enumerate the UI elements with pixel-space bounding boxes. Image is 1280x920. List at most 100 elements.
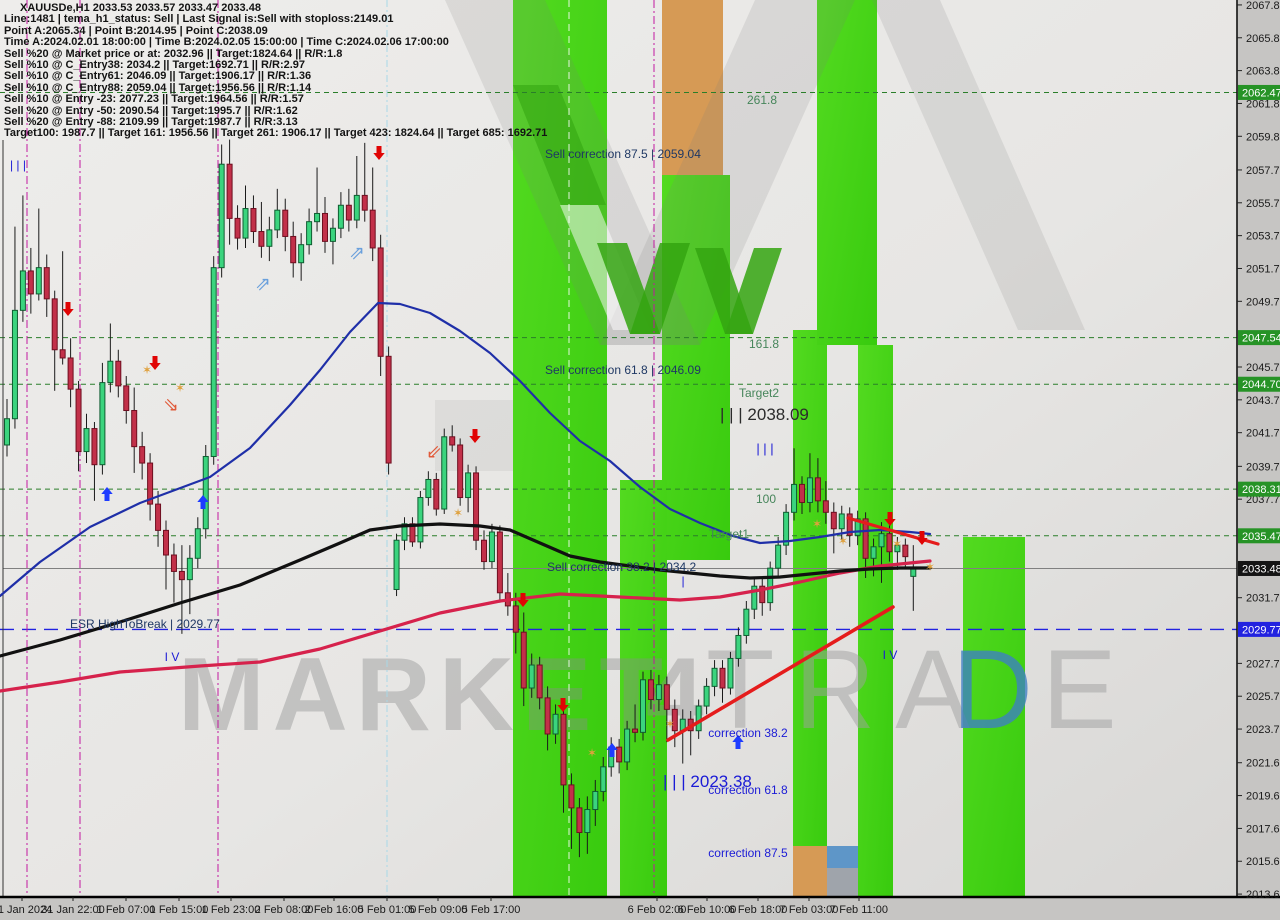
candle-bullish <box>703 685 710 707</box>
annotation-label: correction 87.5 <box>708 846 788 860</box>
star-marker-icon: ✶ <box>175 381 185 395</box>
candle-bearish <box>258 231 265 247</box>
annotation-label: 261.8 <box>747 93 777 107</box>
candle-bearish <box>520 631 527 689</box>
candle-bearish <box>322 212 328 242</box>
watermark-market: MARKET <box>178 637 671 753</box>
candle-bullish <box>298 244 305 264</box>
y-tick-label: 2063.80 <box>1246 66 1280 78</box>
candle-bearish <box>822 500 829 513</box>
annotation-label: Sell correction 87.5 | 2059.04 <box>545 147 701 161</box>
candle-bullish <box>107 360 114 384</box>
candle-bullish <box>783 511 790 546</box>
price-badge-label: 2062.47 <box>1242 87 1280 99</box>
candle-bearish <box>632 728 639 733</box>
price-badge <box>1238 481 1280 497</box>
sell-signal-arrow-icon <box>149 356 161 370</box>
x-tick-label: 6 Feb 10:00 <box>678 904 737 916</box>
candle-bearish <box>536 664 543 699</box>
annotation-label: I V <box>165 650 180 664</box>
annotation-label: Sell correction 61.8 | 2046.09 <box>545 363 701 377</box>
candle-bullish <box>83 428 90 453</box>
y-axis-panel <box>1237 0 1280 920</box>
price-badge <box>1238 330 1280 346</box>
zone-rect-orange <box>793 846 827 897</box>
candle-bullish <box>99 382 106 466</box>
x-tick-label: 1 Feb 15:00 <box>150 904 209 916</box>
x-tick-label: 31 Jan 22:00 <box>41 904 105 916</box>
candle-bearish <box>902 544 909 558</box>
y-tick-label: 2039.70 <box>1246 461 1280 473</box>
sell-signal-arrow-icon <box>884 512 896 526</box>
annotation-label: | | | 2023.38 <box>663 772 752 791</box>
candle-bearish <box>663 684 670 710</box>
annotation-label: | | | 2038.09 <box>720 405 809 424</box>
comment-line: Sell %10 @ C_Entry61: 2046.09 || Target:… <box>4 70 312 83</box>
x-tick-label: 1 Feb 23:00 <box>202 904 261 916</box>
ma-blue <box>0 301 932 598</box>
candle-bullish <box>767 567 774 604</box>
y-tick-label: 2017.65 <box>1246 823 1280 835</box>
star-marker-icon: ✶ <box>925 560 935 574</box>
ma-crimson <box>0 559 932 693</box>
price-badge <box>1238 376 1280 392</box>
x-tick-label: 1 Feb 07:00 <box>97 904 156 916</box>
candle-bearish <box>163 529 169 556</box>
candle-bearish <box>449 436 456 446</box>
y-tick-label: 2051.75 <box>1246 263 1280 275</box>
candle-bearish <box>830 511 837 530</box>
candle-bearish <box>91 428 98 466</box>
buy-signal-arrow-icon <box>732 735 744 749</box>
star-marker-icon: ✶ <box>587 746 597 760</box>
candle-bearish <box>544 697 551 735</box>
candle-bullish <box>417 497 424 543</box>
buy-signal-arrow-icon <box>606 743 618 757</box>
watermark-e: E <box>1042 627 1117 752</box>
candle-bullish <box>425 478 432 499</box>
candle-bullish <box>242 208 249 239</box>
sell-signal-arrow-icon <box>469 429 481 443</box>
candle-bullish <box>838 513 845 530</box>
star-marker-icon: ✶ <box>812 517 822 531</box>
x-axis-panel <box>0 897 1280 920</box>
x-tick-label: 6 Feb 18:00 <box>729 904 788 916</box>
candle-bearish <box>719 667 726 689</box>
hollow-arrow-se-icon: ⇘ <box>163 395 179 416</box>
y-tick-label: 2059.80 <box>1246 131 1280 143</box>
comment-line: XAUUSDe,H1 2033.53 2033.57 2033.47 2033.… <box>20 2 261 14</box>
candle-bullish <box>552 713 559 735</box>
watermark-logo-green <box>630 243 690 334</box>
candle-bullish <box>528 664 535 689</box>
annotation-label: correction 38.2 <box>708 726 788 740</box>
candle-bullish <box>743 608 750 636</box>
y-tick-label: 2013.65 <box>1246 889 1280 901</box>
candle-bullish <box>194 528 201 559</box>
comment-line: Sell %10 @ C_Entry88: 2059.04 || Target:… <box>4 81 312 94</box>
candle-bearish <box>282 209 289 237</box>
candle-bearish <box>560 713 567 786</box>
candle-bearish <box>385 355 392 464</box>
candle-bullish <box>624 728 631 763</box>
y-tick-label: 2015.65 <box>1246 856 1280 868</box>
candle-bearish <box>345 204 352 221</box>
candle-bullish <box>711 667 718 687</box>
watermark-logo-green <box>725 248 782 334</box>
star-marker-icon: ✶ <box>142 363 152 377</box>
candle-bearish <box>123 385 130 412</box>
candle-bearish <box>512 605 519 633</box>
candle-bullish <box>314 212 321 223</box>
comment-line: Sell %20 @ Market price or at: 2032.96 |… <box>4 47 343 60</box>
price-badge-label: 2033.48 <box>1242 563 1280 575</box>
candle-bullish <box>19 270 26 311</box>
y-tick-label: 2025.70 <box>1246 691 1280 703</box>
candle-bearish <box>433 478 440 510</box>
candle-bullish <box>353 194 360 221</box>
candle-bullish <box>465 472 472 499</box>
candle-bearish <box>115 360 122 387</box>
price-badge-label: 2029.77 <box>1242 624 1280 636</box>
ma-black <box>0 522 932 658</box>
candle-bearish <box>43 267 50 300</box>
comment-line: Sell %20 @ Entry -88: 2109.99 || Target:… <box>4 116 298 129</box>
